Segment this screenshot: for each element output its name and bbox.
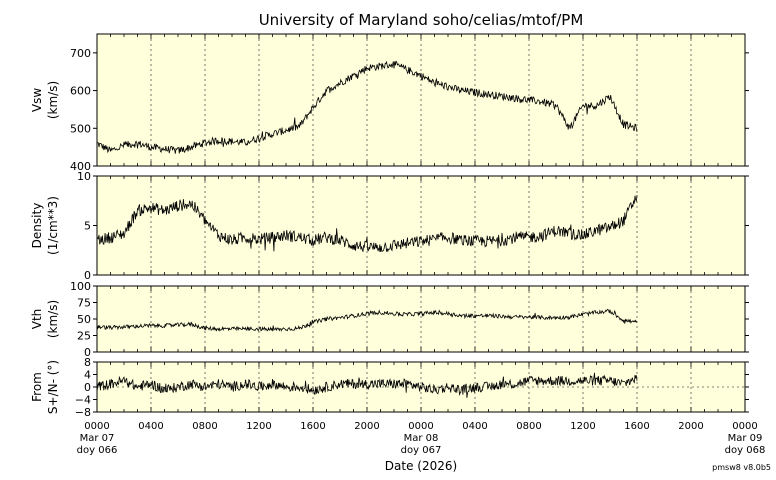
y-tick-label: 8	[84, 356, 91, 369]
y-axis-label: Vsw	[30, 88, 44, 112]
y-tick-label: 0	[84, 381, 91, 394]
x-tick-label: 0400	[138, 421, 163, 432]
panel-3: 0 25 50 75 100 Vth (km/s)	[30, 280, 749, 359]
series-line	[96, 308, 638, 332]
x-tick-label: 1200	[570, 421, 595, 432]
x-tick-label: 0000	[732, 421, 757, 432]
panel-2: 0 5 10 Density (1/cm**3)	[30, 170, 749, 282]
y-tick-label: 700	[70, 47, 91, 60]
x-tick-label: 1200	[246, 421, 271, 432]
y-tick-label: 100	[70, 280, 91, 293]
x-tick-label: 0000	[408, 421, 433, 432]
x-date-label: Mar 07	[80, 433, 115, 444]
x-tick-label: 0400	[462, 421, 487, 432]
y-tick-label: 50	[77, 313, 91, 326]
panel-background	[96, 175, 746, 276]
y-tick-label: 4	[84, 369, 91, 382]
y-tick-label: 10	[77, 170, 91, 183]
x-doy-label: doy 066	[77, 445, 118, 456]
x-tick-label: 1600	[624, 421, 649, 432]
x-axis: 0000 0400 0800 1200 1600 2000 0000 0400 0800 1200…	[77, 421, 766, 456]
x-date-label: Mar 08	[404, 433, 439, 444]
x-date-label: Mar 09	[728, 433, 763, 444]
y-axis-unit: (km/s)	[46, 300, 60, 338]
x-tick-label: 1600	[300, 421, 325, 432]
y-tick-label: 400	[70, 160, 91, 173]
x-tick-label: 0000	[84, 421, 109, 432]
y-tick-label: −8	[75, 406, 91, 419]
series-line	[96, 372, 638, 398]
x-axis-label: Date (2026)	[385, 459, 457, 473]
chart-title: University of Maryland soho/celias/mtof/…	[259, 11, 584, 29]
x-tick-label: 2000	[678, 421, 703, 432]
y-tick-label: 25	[77, 330, 91, 343]
y-tick-label: 75	[77, 297, 91, 310]
y-tick-label: 5	[84, 220, 91, 233]
series-line	[96, 194, 638, 253]
panel-1: 400 500 600 700 Vsw (km/s)	[30, 33, 749, 173]
x-doy-label: doy 067	[401, 445, 442, 456]
y-axis-unit: S+/N- (°)	[46, 360, 60, 414]
x-tick-label: 0800	[192, 421, 217, 432]
version-label: pmsw8 v8.0b5	[712, 463, 771, 472]
x-tick-label: 0800	[516, 421, 541, 432]
y-axis-label: Vth	[30, 309, 44, 330]
y-tick-label: 0	[84, 346, 91, 359]
y-tick-label: 0	[84, 269, 91, 282]
y-axis-label: Density	[30, 203, 44, 249]
y-axis-label: From	[30, 372, 44, 402]
x-doy-label: doy 068	[725, 445, 766, 456]
y-tick-label: −4	[75, 394, 91, 407]
y-tick-label: 600	[70, 85, 91, 98]
series-line	[96, 60, 638, 154]
y-tick-label: 500	[70, 122, 91, 135]
y-axis-unit: (km/s)	[46, 81, 60, 119]
y-axis-unit: (1/cm**3)	[46, 196, 60, 255]
x-tick-label: 2000	[354, 421, 379, 432]
